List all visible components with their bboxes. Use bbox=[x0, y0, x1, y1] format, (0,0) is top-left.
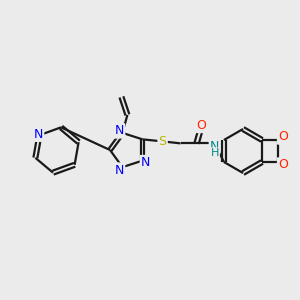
Text: N: N bbox=[34, 128, 43, 141]
Text: O: O bbox=[278, 130, 288, 143]
Text: H: H bbox=[210, 148, 219, 158]
Text: N: N bbox=[210, 140, 219, 153]
Text: N: N bbox=[141, 156, 150, 169]
Text: O: O bbox=[196, 119, 206, 132]
Text: N: N bbox=[115, 124, 124, 137]
Text: N: N bbox=[115, 164, 124, 177]
Text: S: S bbox=[159, 135, 167, 148]
Text: O: O bbox=[278, 158, 288, 172]
